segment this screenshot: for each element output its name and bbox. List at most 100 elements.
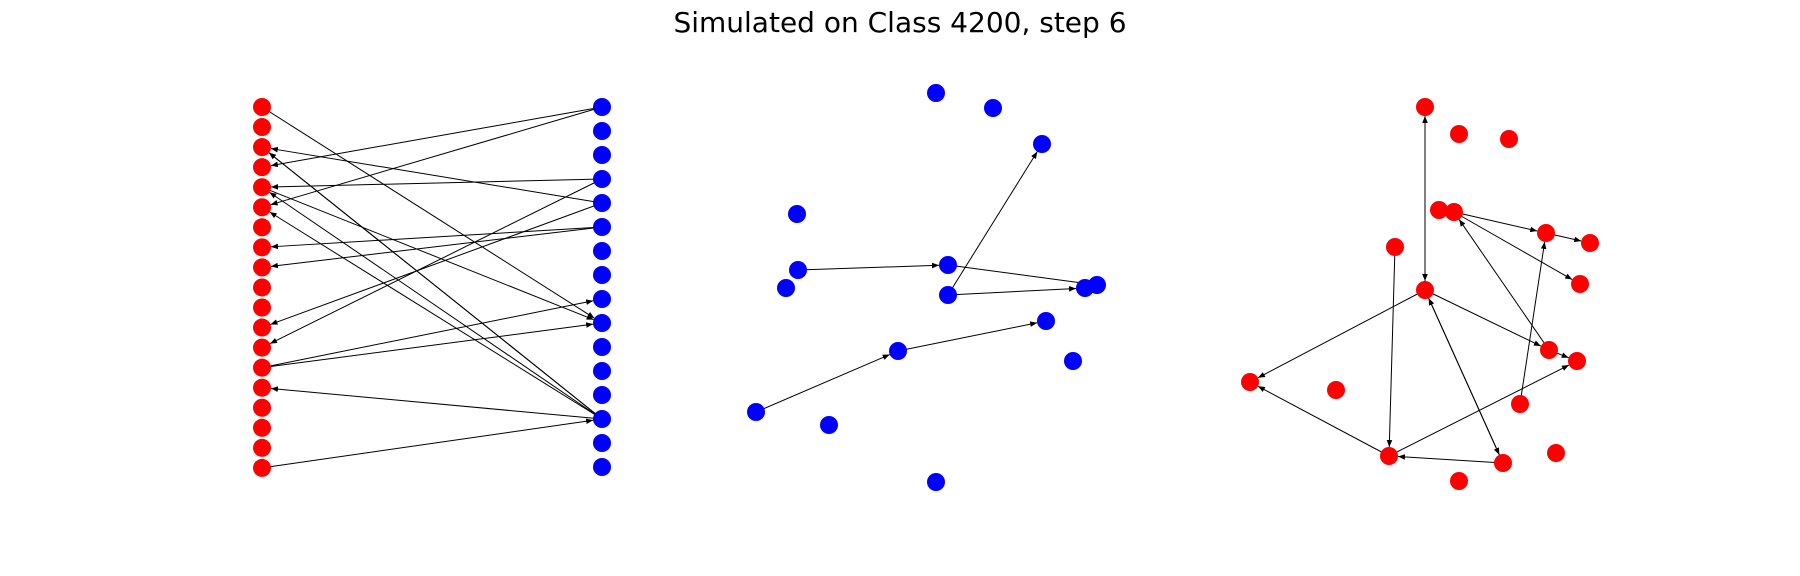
blue-node bbox=[777, 279, 795, 297]
red-node bbox=[1511, 395, 1529, 413]
red-node bbox=[253, 118, 271, 137]
bipartite-edge bbox=[261, 299, 594, 369]
red-node bbox=[1430, 201, 1448, 219]
red-node bbox=[253, 338, 271, 357]
red-node bbox=[1568, 352, 1586, 370]
bipartite-edge bbox=[270, 178, 603, 190]
red-node bbox=[253, 298, 271, 317]
blue-node bbox=[927, 473, 945, 491]
blue-node bbox=[593, 362, 611, 380]
bipartite-edge bbox=[270, 146, 603, 204]
red-node bbox=[1380, 447, 1398, 465]
red-node bbox=[253, 158, 271, 177]
red-node bbox=[1386, 238, 1404, 256]
red-node bbox=[253, 198, 271, 217]
red-node bbox=[253, 378, 271, 397]
figure-title: Simulated on Class 4200, step 6 bbox=[673, 6, 1127, 39]
red-edge bbox=[1458, 219, 1550, 351]
blue-node bbox=[820, 416, 838, 434]
red-node bbox=[1445, 203, 1463, 221]
blue-node bbox=[939, 256, 957, 274]
red-node bbox=[253, 278, 271, 297]
blue-node bbox=[593, 338, 611, 356]
red-node bbox=[253, 178, 271, 197]
blue-node bbox=[788, 205, 806, 223]
red-node bbox=[253, 238, 271, 257]
blue-node bbox=[593, 98, 611, 116]
bipartite-edge bbox=[261, 322, 594, 369]
red-edge bbox=[1257, 289, 1426, 379]
blue-edge bbox=[797, 262, 940, 271]
bipartite-edge bbox=[269, 178, 603, 345]
bipartite-edge bbox=[270, 202, 603, 325]
blue-node bbox=[593, 386, 611, 404]
red-node bbox=[253, 398, 271, 417]
blue-node bbox=[939, 286, 957, 304]
blue-node bbox=[593, 122, 611, 140]
red-node bbox=[1581, 234, 1599, 252]
blue-edge bbox=[947, 286, 1077, 296]
bipartite-edge bbox=[270, 226, 603, 250]
red-node bbox=[1450, 125, 1468, 143]
red-node bbox=[1540, 341, 1558, 359]
bipartite-edge bbox=[269, 191, 603, 420]
blue-node bbox=[593, 218, 611, 236]
bipartite-edge bbox=[270, 106, 603, 168]
red-node bbox=[1450, 472, 1468, 490]
red-node bbox=[1241, 373, 1259, 391]
red-node bbox=[253, 438, 271, 457]
blue-graph-panel bbox=[747, 84, 1106, 491]
blue-edge bbox=[947, 151, 1038, 296]
bipartite-graph-panel bbox=[253, 98, 611, 477]
red-graph-panel bbox=[1241, 98, 1599, 490]
blue-node bbox=[593, 314, 611, 332]
bipartite-edge bbox=[268, 152, 603, 420]
red-node bbox=[253, 258, 271, 277]
red-node bbox=[1416, 98, 1434, 116]
red-node bbox=[253, 458, 271, 477]
red-edge bbox=[1519, 241, 1547, 405]
bipartite-edge bbox=[270, 106, 603, 206]
blue-edge bbox=[755, 354, 890, 413]
blue-node bbox=[1037, 312, 1055, 330]
blue-node bbox=[593, 170, 611, 188]
blue-node bbox=[1064, 352, 1082, 370]
red-node bbox=[253, 138, 271, 157]
blue-node bbox=[789, 261, 807, 279]
blue-edge bbox=[897, 321, 1038, 352]
red-node bbox=[1571, 275, 1589, 293]
red-edge bbox=[1388, 364, 1570, 457]
bipartite-edge bbox=[261, 418, 594, 469]
red-node bbox=[253, 418, 271, 437]
red-edge bbox=[1453, 211, 1573, 280]
blue-node bbox=[593, 266, 611, 284]
red-edge bbox=[1397, 454, 1504, 464]
red-node bbox=[1327, 381, 1345, 399]
blue-node bbox=[593, 146, 611, 164]
blue-node bbox=[984, 99, 1002, 117]
blue-node bbox=[593, 242, 611, 260]
blue-node bbox=[593, 290, 611, 308]
red-node bbox=[1547, 444, 1565, 462]
red-node bbox=[1494, 454, 1512, 472]
red-node bbox=[1537, 224, 1555, 242]
red-node bbox=[1500, 130, 1518, 148]
red-edge bbox=[1257, 385, 1390, 457]
blue-node bbox=[889, 342, 907, 360]
blue-node bbox=[1088, 276, 1106, 294]
blue-node bbox=[593, 434, 611, 452]
blue-edge bbox=[947, 264, 1098, 286]
red-node bbox=[1416, 281, 1434, 299]
red-node bbox=[253, 358, 271, 377]
red-edge bbox=[1453, 211, 1538, 233]
red-edge bbox=[1428, 297, 1504, 464]
blue-node bbox=[593, 194, 611, 212]
blue-node bbox=[593, 410, 611, 428]
red-node bbox=[253, 98, 271, 116]
red-edge bbox=[1424, 289, 1542, 347]
blue-node bbox=[747, 403, 765, 421]
red-node bbox=[253, 218, 271, 237]
red-node bbox=[253, 318, 271, 337]
bipartite-edge bbox=[270, 226, 603, 269]
